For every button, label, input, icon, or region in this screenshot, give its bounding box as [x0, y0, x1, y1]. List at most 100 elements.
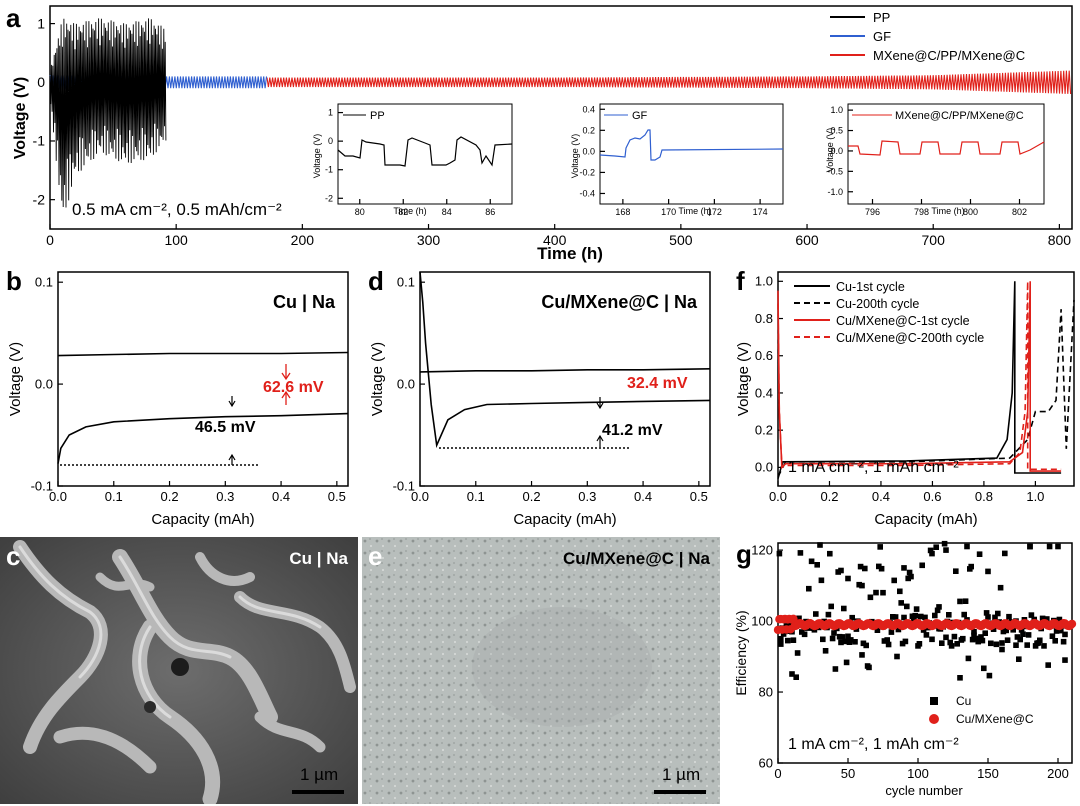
panel-g-ylabel: Efficiency (%): [733, 610, 749, 695]
data-point-cu: [902, 638, 909, 645]
y-tick-label: 1.0: [830, 105, 843, 115]
data-point-cu: [975, 638, 981, 645]
y-tick-label: -2: [33, 191, 46, 207]
data-point-cu: [915, 643, 921, 649]
y-tick-label: 0.4: [582, 104, 595, 114]
data-point-cu: [953, 568, 959, 574]
data-point-cu: [939, 640, 945, 646]
inset-mxene-title: MXene@C/PP/MXene@C: [895, 110, 1024, 122]
data-point-cu: [880, 589, 886, 596]
data-point-cu: [962, 598, 969, 604]
legend-cu-1st: Cu-1st cycle: [836, 280, 905, 294]
panel-a-condition: 0.5 mA cm⁻², 0.5 mAh/cm⁻²: [72, 200, 282, 219]
data-point-cu: [876, 563, 882, 570]
panel-g-letter: g: [736, 539, 752, 569]
data-point-cu: [1010, 627, 1016, 633]
legend-mx-200th: Cu/MXene@C-200th cycle: [836, 331, 984, 345]
data-point-cu-mxene: [1067, 619, 1077, 629]
x-tick-label: 800: [1048, 232, 1072, 248]
panel-b-ylabel: Voltage (V): [7, 342, 24, 416]
data-point-cu: [825, 611, 832, 618]
data-point-cu: [797, 550, 804, 556]
inset-pp-ylabel: Voltage (V): [312, 134, 322, 179]
legend-g-cu: Cu: [956, 694, 971, 708]
data-point-cu: [965, 655, 972, 662]
data-point-cu: [776, 550, 783, 557]
y-tick-label: 0.0: [35, 376, 53, 391]
x-tick-label: 0.0: [769, 489, 787, 504]
panel-d-xlabel: Capacity (mAh): [513, 511, 616, 528]
data-point-cu: [877, 544, 883, 550]
data-point-cu: [843, 659, 850, 666]
data-point-cu: [1025, 632, 1032, 638]
series-line-mxene-c-pp-mxene-c: [266, 70, 1072, 95]
x-tick-label: 400: [543, 232, 567, 248]
data-point-cu: [827, 550, 833, 557]
series-line-cu-200th-cycle: [777, 299, 1075, 478]
inset-mxene-xlabel: Time (h): [931, 206, 964, 216]
data-point-cu: [828, 603, 834, 610]
data-point-cu: [904, 603, 910, 610]
data-point-cu: [845, 633, 851, 640]
x-tick-label: 0: [46, 232, 54, 248]
data-point-cu: [778, 641, 784, 647]
y-tick-label: 0: [328, 136, 333, 146]
data-point-cu: [927, 547, 934, 554]
data-point-cu: [848, 637, 854, 643]
data-point-cu: [888, 629, 895, 635]
panel-b-black-annotation: 46.5 mV: [195, 419, 256, 436]
data-point-cu: [842, 638, 848, 645]
y-tick-label: -0.5: [827, 166, 843, 176]
x-tick-label: 0.0: [411, 489, 429, 504]
x-tick-label: 0.1: [467, 489, 485, 504]
series-line-pp: [49, 18, 167, 208]
x-tick-label: 0.3: [578, 489, 596, 504]
data-point-cu: [836, 633, 843, 640]
legend-g-mx: Cu/MXene@C: [956, 712, 1034, 726]
data-point-cu-mxene: [789, 614, 798, 623]
x-tick-label: 50: [841, 766, 855, 781]
data-point-cu: [933, 544, 939, 550]
data-point-cu: [988, 640, 994, 647]
y-tick-label: 0: [37, 74, 45, 90]
x-tick-label: 0.6: [923, 489, 941, 504]
data-point-cu: [790, 637, 797, 643]
y-tick-label: 120: [751, 542, 773, 557]
inset-mxene-trace: [848, 140, 1045, 156]
inset-mxene: MXene@C/PP/MXene@C -1.0 -0.5 0.0 0.5 1.0 796…: [825, 103, 1045, 217]
panel-a-chart: a -2-101 0 100 200 300 400 500 600 700 800 Volta…: [6, 3, 1073, 263]
y-tick-label: 0.2: [582, 125, 595, 135]
data-point-cu: [891, 577, 897, 584]
data-point-cu: [908, 573, 914, 580]
data-point-cu: [878, 565, 885, 572]
x-tick-label: 0.5: [690, 489, 708, 504]
inset-pp: PP -2 -1 0 1 80 82 84 86 Time (h) Voltage (V): [312, 103, 513, 217]
inset-pp-xlabel: Time (h): [393, 206, 426, 216]
data-point-cu: [1003, 627, 1009, 634]
data-point-cu: [976, 551, 983, 557]
data-point-cu: [992, 614, 998, 621]
data-point-cu: [814, 562, 820, 568]
data-point-cu: [982, 630, 988, 636]
x-tick-label: 798: [914, 207, 929, 217]
data-point-cu: [913, 606, 920, 612]
data-point-cu: [1060, 638, 1067, 645]
x-tick-label: 100: [164, 232, 188, 248]
data-point-cu: [801, 631, 808, 638]
panel-b-red-annotation: 62.6 mV: [263, 379, 324, 396]
data-point-cu: [894, 653, 900, 660]
y-tick-label: 0.5: [830, 126, 843, 136]
data-point-cu: [859, 582, 865, 589]
x-tick-label: 600: [795, 232, 819, 248]
x-tick-label: 0.2: [522, 489, 540, 504]
data-point-cu: [971, 632, 977, 639]
x-tick-label: 0.4: [872, 489, 890, 504]
x-tick-label: 796: [865, 207, 880, 217]
data-point-cu: [1041, 643, 1047, 649]
inset-mxene-ylabel: Voltage (V): [825, 128, 835, 173]
sem-image-cu-mxene-na: e Cu/MXene@C | Na 1 µm: [362, 537, 720, 804]
data-point-cu: [999, 646, 1005, 653]
data-point-cu: [1045, 662, 1051, 668]
voltage-curve-1: [57, 412, 349, 464]
x-tick-label: 0.5: [328, 489, 346, 504]
